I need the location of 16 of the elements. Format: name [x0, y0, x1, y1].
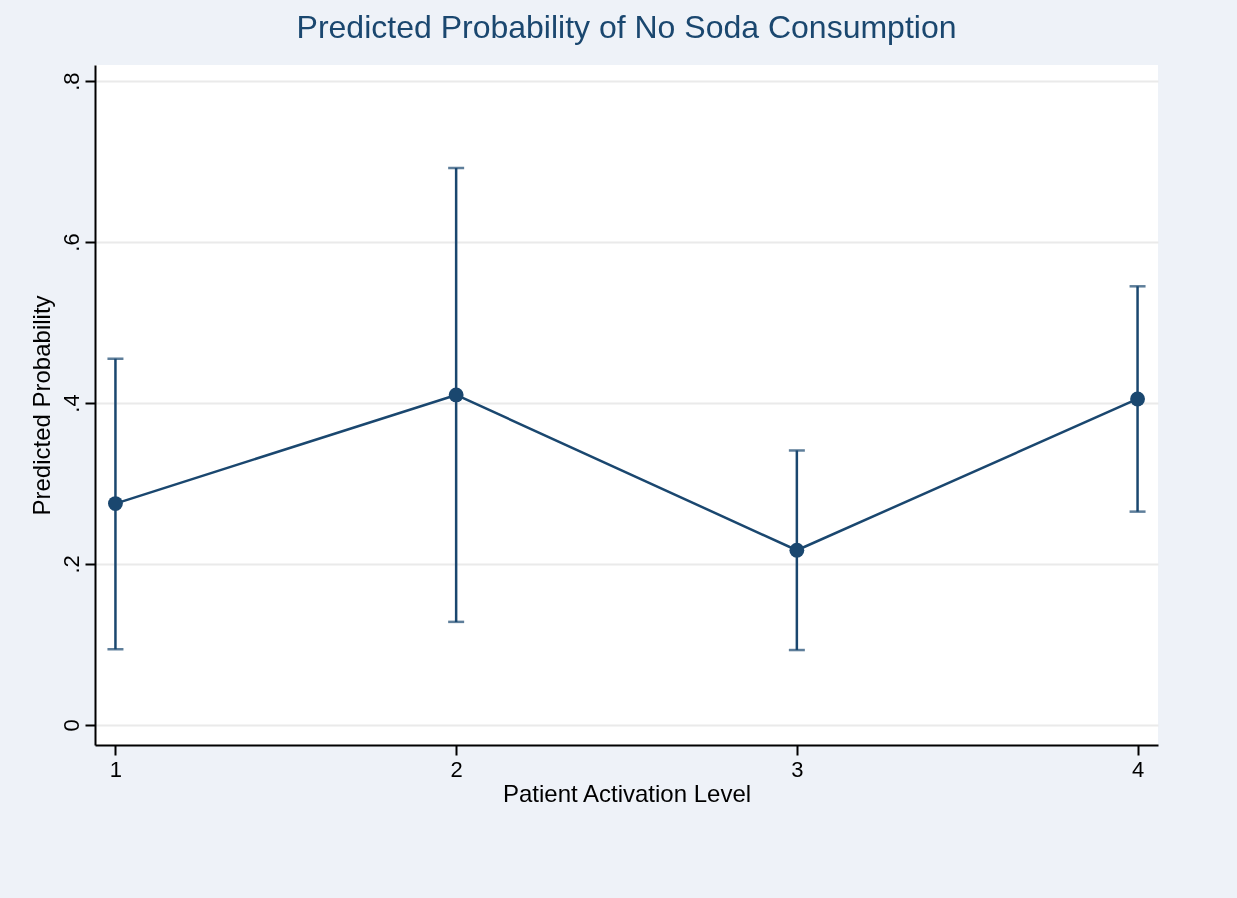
y-tick-label: .6 [58, 233, 84, 252]
point [789, 542, 805, 558]
x-tick-label: 1 [109, 756, 123, 782]
x-tick-label: 4 [1131, 756, 1145, 782]
point [448, 387, 464, 403]
y-tick-label: .2 [58, 555, 84, 574]
x-tick-label: 2 [450, 756, 463, 782]
x-axis-title: Patient Activation Level [502, 779, 752, 807]
x-tick-label: 3 [791, 756, 804, 782]
chart-title: Predicted Probability of No Soda Consumption [296, 9, 957, 45]
y-tick-label: .4 [58, 394, 84, 413]
point [1130, 391, 1145, 407]
point [108, 496, 123, 511]
y-tick-label: 0 [58, 719, 84, 732]
y-tick-label: .8 [58, 72, 84, 91]
y-axis-title: Predicted Probability [27, 295, 55, 516]
